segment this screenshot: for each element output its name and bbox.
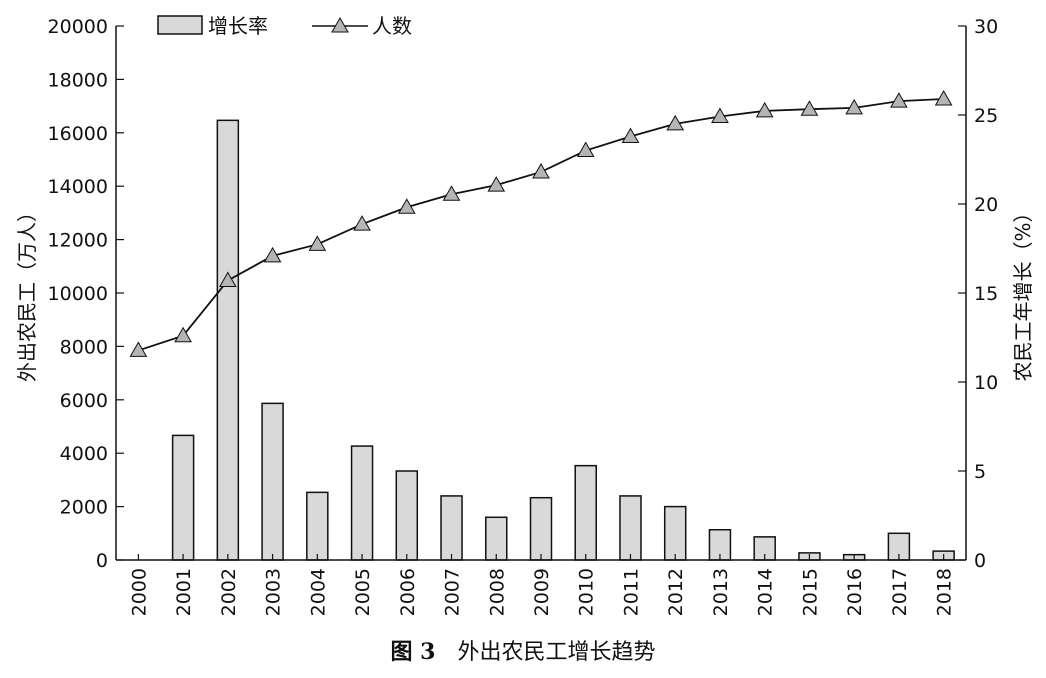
y-axis-title: 外出农民工（万人） <box>15 202 39 382</box>
bar <box>261 402 284 561</box>
axes: 0 2000 4000 6000 8000 10000 12000 14000 16000 180… <box>48 16 999 616</box>
figure-caption: 图 3 外出农民工增长趋势 <box>0 634 1046 666</box>
x-tick-label: 2016 <box>844 568 866 616</box>
y-tick-label: 12000 <box>48 230 108 252</box>
line-point <box>576 141 595 158</box>
bar <box>663 505 687 561</box>
line-path <box>138 98 944 352</box>
figure-number: 图 3 <box>390 639 436 665</box>
x-tick-label: 2006 <box>397 568 419 616</box>
y2-tick-label: 30 <box>974 16 998 38</box>
line-series <box>129 89 953 357</box>
line-point <box>218 271 237 287</box>
y2-tick-label: 15 <box>974 283 998 305</box>
line-point <box>755 101 774 118</box>
x-tick-label: 2003 <box>263 568 285 616</box>
figure-title: 外出农民工增长趋势 <box>457 640 656 665</box>
bar <box>306 491 329 561</box>
x-tick-label: 2007 <box>442 568 464 616</box>
x-tick-label: 2011 <box>620 568 642 616</box>
x-tick-label: 2001 <box>173 568 195 616</box>
y-tick-label: 8000 <box>60 336 108 358</box>
y2-tick-label: 0 <box>974 550 986 572</box>
line-point <box>711 107 729 124</box>
x-tick-label: 2008 <box>486 568 508 616</box>
x-tick-label: 2009 <box>531 568 553 616</box>
x-tick-label: 2000 <box>128 568 150 616</box>
bar <box>395 470 419 561</box>
y-tick-label: 6000 <box>60 390 108 412</box>
y2-tick-label: 5 <box>974 461 986 483</box>
legend-bar-label: 增长率 <box>208 14 268 38</box>
y2-tick-label: 25 <box>974 105 998 127</box>
y-tick-label: 16000 <box>48 123 108 145</box>
bar <box>216 119 240 561</box>
bar <box>440 495 463 561</box>
legend-bar-swatch <box>157 15 203 35</box>
bar <box>485 516 508 561</box>
y-tick-label: 2000 <box>60 497 108 519</box>
legend: 增长率 人数 <box>157 14 412 38</box>
x-tick-label: 2013 <box>710 568 732 616</box>
line-point <box>800 100 819 116</box>
x-tick-label: 2017 <box>889 568 911 616</box>
line-point <box>934 89 953 106</box>
line-point <box>487 176 506 192</box>
line-point <box>666 114 685 131</box>
bar <box>529 496 553 561</box>
y2-tick-label: 10 <box>974 372 998 394</box>
line-point <box>890 92 908 108</box>
line-point <box>263 246 282 263</box>
line-point <box>397 198 416 214</box>
bar <box>619 495 642 561</box>
line-point <box>532 162 550 179</box>
y2-tick-label: 20 <box>974 194 998 216</box>
y-tick-label: 18000 <box>48 69 108 91</box>
x-tick-label: 2012 <box>665 568 687 616</box>
legend-triangle-marker <box>331 16 349 33</box>
line-point <box>353 215 371 231</box>
line-point <box>174 326 192 343</box>
bar <box>350 445 374 561</box>
line-point <box>442 185 461 201</box>
line-point <box>308 235 327 251</box>
y-tick-label: 0 <box>96 550 108 572</box>
legend-line-label: 人数 <box>372 14 412 38</box>
x-tick-label: 2005 <box>352 568 374 616</box>
y-tick-label: 20000 <box>48 16 108 38</box>
y-tick-label: 10000 <box>48 283 108 305</box>
bar <box>574 464 597 561</box>
bar <box>171 434 195 561</box>
x-tick-label: 2002 <box>218 568 240 616</box>
y-tick-label: 4000 <box>60 443 108 465</box>
line-point <box>621 127 640 143</box>
line-point <box>129 341 148 357</box>
x-tick-label: 2014 <box>755 568 777 616</box>
y-tick-label: 14000 <box>48 176 108 198</box>
x-tick-label: 2015 <box>799 568 821 616</box>
bar-series <box>171 119 955 561</box>
x-tick-label: 2004 <box>307 568 329 616</box>
line-point <box>845 98 864 115</box>
x-tick-label: 2010 <box>576 568 598 616</box>
x-tick-label: 2018 <box>934 568 956 616</box>
y2-axis-title: 农民工年增长（%） <box>1011 202 1035 381</box>
